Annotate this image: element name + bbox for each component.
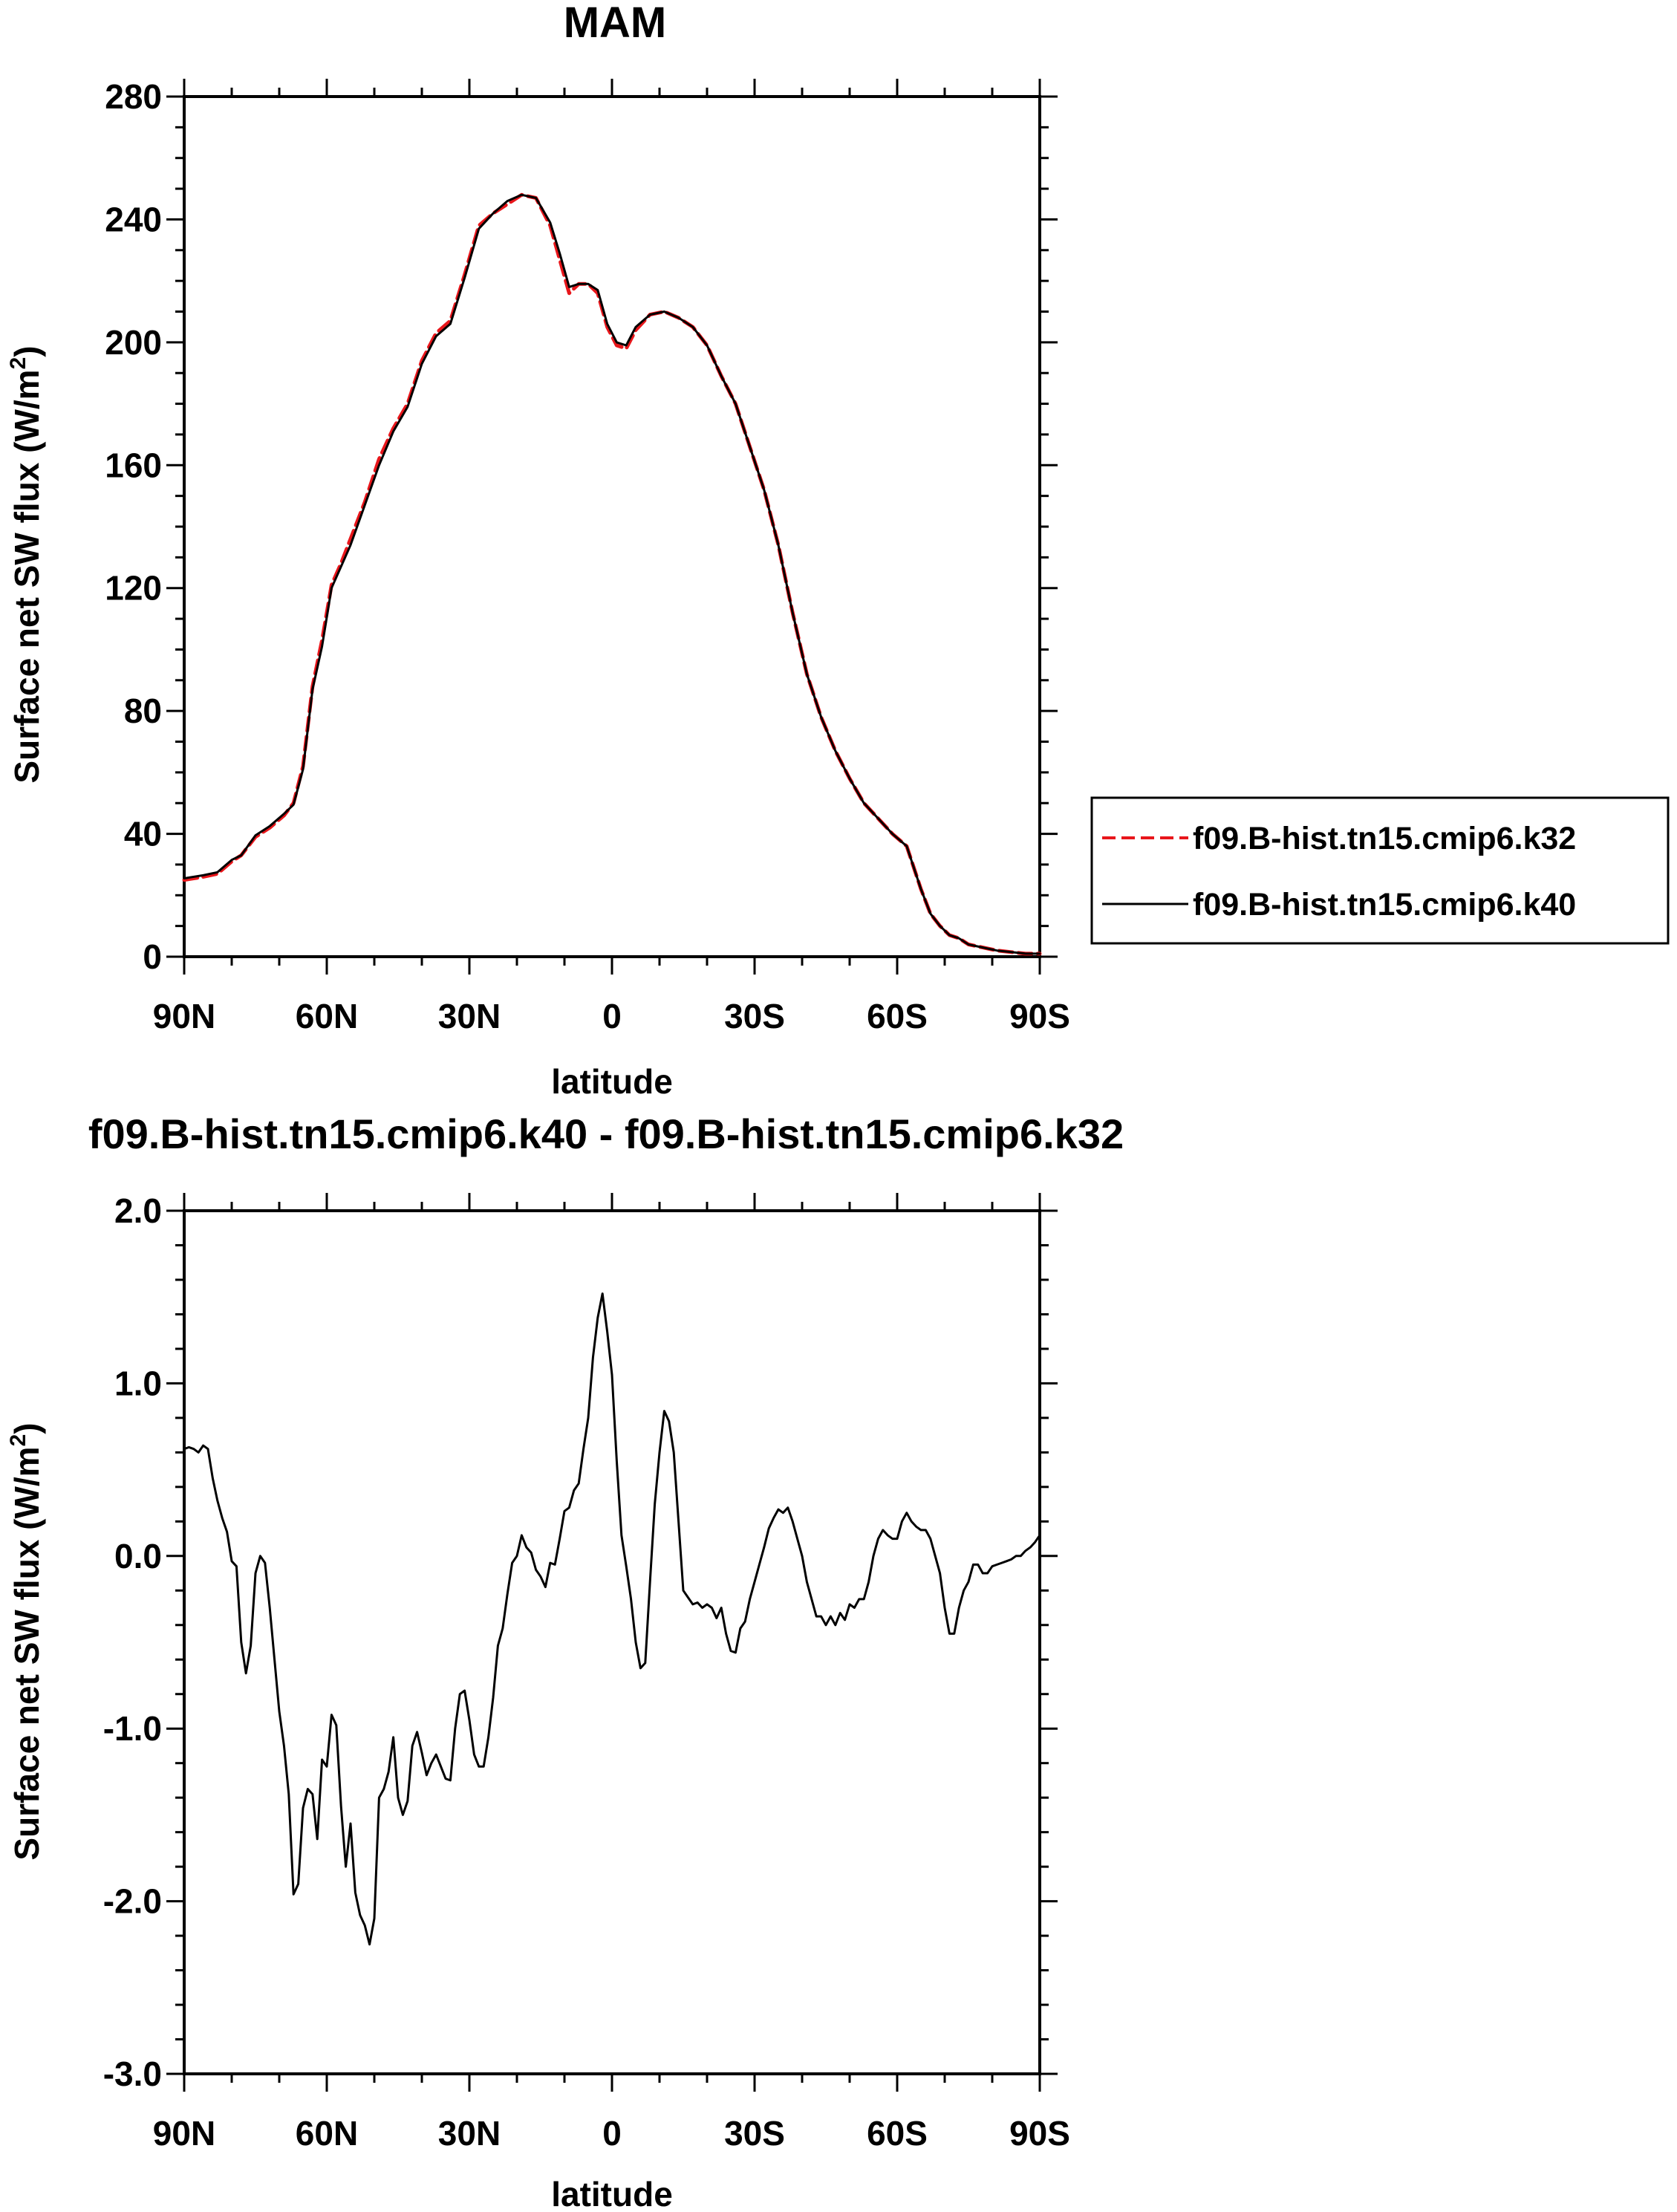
top-y-axis-label: Surface net SW flux (W/m2) <box>6 345 46 783</box>
bottom-y-axis-label: Surface net SW flux (W/m2) <box>6 1422 46 1860</box>
bottom-y-axis-label-close: ) <box>7 1422 46 1434</box>
y-tick-label: 2.0 <box>114 1191 162 1230</box>
top-y-axis-label-superscript: 2 <box>6 357 30 370</box>
bottom-series-lines <box>183 1292 1041 1946</box>
top-plot-frame <box>183 95 1041 958</box>
legend-box <box>1090 796 1670 945</box>
y-tick-label: 200 <box>105 323 162 362</box>
top-chart-title: MAM <box>564 0 667 47</box>
x-tick-label: 60S <box>867 997 928 1035</box>
y-tick-label: 240 <box>105 200 162 238</box>
x-tick-label: 60S <box>867 2114 928 2153</box>
x-tick-label: 30N <box>438 2114 501 2153</box>
x-tick-label: 90N <box>153 997 215 1035</box>
top-series-line-1 <box>183 193 1041 955</box>
top-chart: MAM 0 40 80 120 160 200 240 280 90N 60N 30N 0 30S 60… <box>6 0 1670 1101</box>
x-tick-label: 0 <box>602 997 622 1035</box>
x-tick-label: 0 <box>602 2114 622 2153</box>
y-tick-label: 280 <box>105 77 162 116</box>
x-tick-label: 60N <box>296 2114 358 2153</box>
top-x-tick-labels: 90N 60N 30N 0 30S 60S 90S <box>153 997 1070 1035</box>
top-tick-marks <box>166 79 1058 975</box>
bottom-chart: f09.B-hist.tn15.cmip6.k40 - f09.B-hist.t… <box>6 1110 1124 2212</box>
bottom-x-axis-label: latitude <box>551 2175 673 2212</box>
bottom-series-line-0 <box>183 1292 1041 1946</box>
top-legend: f09.B-hist.tn15.cmip6.k32 f09.B-hist.tn1… <box>1090 796 1670 945</box>
top-y-axis-label-close: ) <box>7 345 46 357</box>
y-tick-label: 40 <box>124 815 162 853</box>
bottom-y-axis-label-superscript: 2 <box>6 1434 30 1447</box>
y-tick-label: 120 <box>105 569 162 608</box>
x-tick-label: 60N <box>296 997 358 1035</box>
top-y-axis-label-main: Surface net SW flux (W/m <box>7 369 46 783</box>
top-y-tick-labels: 0 40 80 120 160 200 240 280 <box>105 77 162 976</box>
x-tick-label: 90N <box>153 2114 215 2153</box>
y-tick-label: 80 <box>124 692 162 730</box>
bottom-tick-marks <box>166 1193 1058 2092</box>
x-tick-label: 30S <box>724 997 785 1035</box>
legend-label-k32: f09.B-hist.tn15.cmip6.k32 <box>1193 821 1576 856</box>
y-tick-label: -1.0 <box>103 1709 162 1748</box>
top-series-line-0 <box>182 192 1042 956</box>
y-tick-label: 0 <box>143 937 162 976</box>
bottom-y-axis-label-main: Surface net SW flux (W/m <box>7 1446 46 1860</box>
y-tick-label: 1.0 <box>114 1364 162 1402</box>
x-tick-label: 90S <box>1009 2114 1070 2153</box>
bottom-y-tick-labels: -3.0 -2.0 -1.0 0.0 1.0 2.0 <box>103 1191 162 2093</box>
y-tick-label: 0.0 <box>114 1537 162 1575</box>
y-tick-label: -2.0 <box>103 1882 162 1921</box>
top-x-axis-label: latitude <box>551 1062 673 1101</box>
x-tick-label: 30S <box>724 2114 785 2153</box>
y-tick-label: 160 <box>105 446 162 484</box>
x-tick-label: 90S <box>1009 997 1070 1035</box>
top-series-lines <box>182 192 1042 956</box>
x-tick-label: 30N <box>438 997 501 1035</box>
bottom-x-tick-labels: 90N 60N 30N 0 30S 60S 90S <box>153 2114 1070 2153</box>
bottom-chart-title: f09.B-hist.tn15.cmip6.k40 - f09.B-hist.t… <box>88 1110 1124 1157</box>
legend-label-k40: f09.B-hist.tn15.cmip6.k40 <box>1193 887 1576 923</box>
y-tick-label: -3.0 <box>103 2055 162 2093</box>
bottom-plot-frame <box>183 1209 1041 2075</box>
